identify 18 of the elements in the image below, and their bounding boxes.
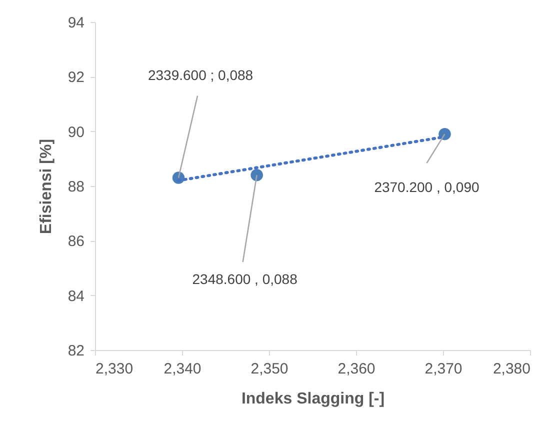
y-tick-label: 86 <box>68 233 84 250</box>
y-tick-label: 88 <box>68 178 84 196</box>
x-tick-label: 2,350 <box>250 360 288 378</box>
annotation: 2348.600 , 0,088 <box>192 271 298 288</box>
y-tick-label: 92 <box>68 69 84 86</box>
annotation: 2370.200 , 0,090 <box>374 179 480 196</box>
x-tick-label: 2,340 <box>164 360 202 378</box>
x-tick-label: 2,360 <box>338 360 376 378</box>
x-axis-title: Indeks Slagging [-] <box>241 390 385 408</box>
y-tick-label: 82 <box>68 342 84 360</box>
y-tick-label: 90 <box>68 124 84 141</box>
x-tick-label: 2,370 <box>424 360 462 378</box>
y-tick-label: 84 <box>68 288 84 305</box>
y-tick-label: 94 <box>68 14 84 32</box>
x-tick-label: 2,380 <box>492 360 530 378</box>
annotation: 2339.600 ; 0,088 <box>148 66 254 83</box>
y-axis-title: Efisiensi [%] <box>38 138 55 234</box>
x-tick-label: 2,330 <box>96 360 134 378</box>
